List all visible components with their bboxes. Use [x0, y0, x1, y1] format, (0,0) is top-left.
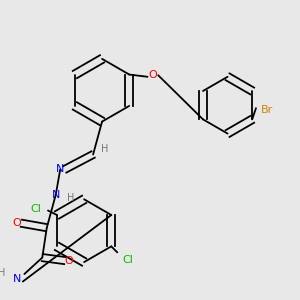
Text: Br: Br	[261, 105, 273, 115]
Text: O: O	[13, 218, 21, 228]
Text: Cl: Cl	[122, 255, 133, 265]
Text: H: H	[67, 193, 74, 203]
Text: H: H	[0, 268, 6, 278]
Text: O: O	[148, 70, 157, 80]
Text: H: H	[101, 143, 109, 154]
Text: O: O	[65, 256, 74, 266]
Text: Cl: Cl	[31, 204, 41, 214]
Text: N: N	[13, 274, 21, 284]
Text: N: N	[52, 190, 60, 200]
Text: N: N	[56, 164, 64, 174]
